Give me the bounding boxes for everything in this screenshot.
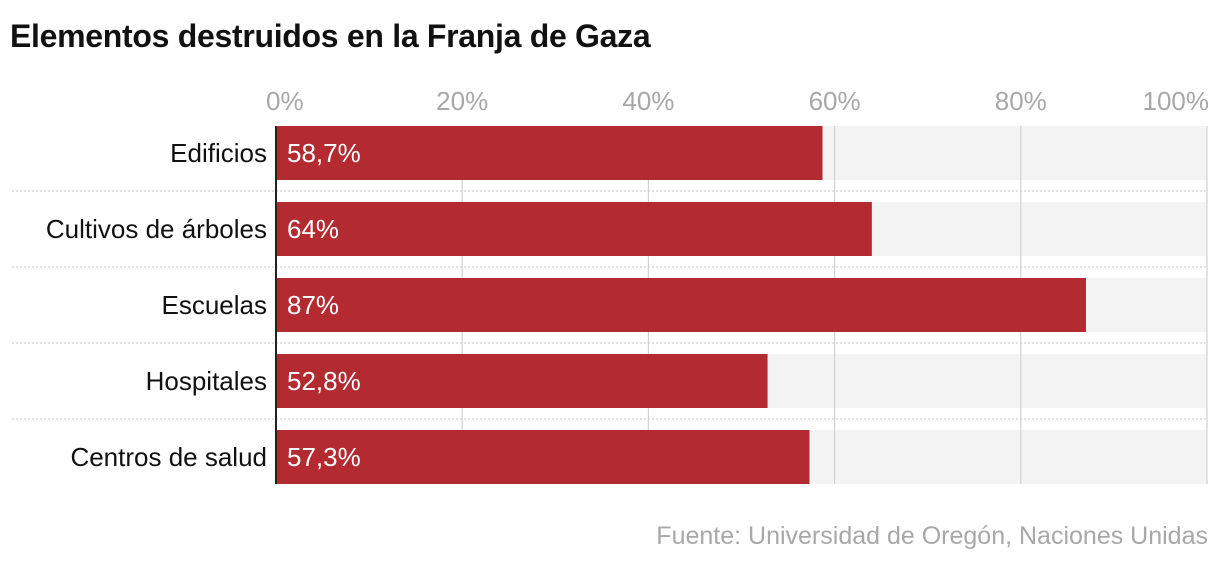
x-tick-label: 100% xyxy=(1143,86,1210,116)
value-label: 64% xyxy=(287,214,339,244)
x-tick-label: 40% xyxy=(622,86,674,116)
x-tick-label: 0% xyxy=(266,86,304,116)
source-note: Fuente: Universidad de Oregón, Naciones … xyxy=(656,522,1208,550)
value-label: 52,8% xyxy=(287,366,361,396)
category-label: Hospitales xyxy=(146,366,267,396)
bar xyxy=(276,430,810,484)
bar xyxy=(276,126,823,180)
category-label: Edificios xyxy=(170,138,267,168)
bar xyxy=(276,202,872,256)
chart-title: Elementos destruidos en la Franja de Gaz… xyxy=(10,18,651,54)
x-tick-label: 80% xyxy=(995,86,1047,116)
value-label: 87% xyxy=(287,290,339,320)
bar-chart: 0% 20% 40% 60% 80% 100% Edificios 58,7% Cultivos… xyxy=(12,86,1210,484)
value-label: 58,7% xyxy=(287,138,361,168)
x-tick-label: 20% xyxy=(436,86,488,116)
category-label: Escuelas xyxy=(162,290,268,320)
category-label: Centros de salud xyxy=(70,442,267,472)
bar xyxy=(276,354,768,408)
bar xyxy=(276,278,1086,332)
x-tick-label: 60% xyxy=(809,86,861,116)
value-label: 57,3% xyxy=(287,442,361,472)
category-label: Cultivos de árboles xyxy=(46,214,267,244)
